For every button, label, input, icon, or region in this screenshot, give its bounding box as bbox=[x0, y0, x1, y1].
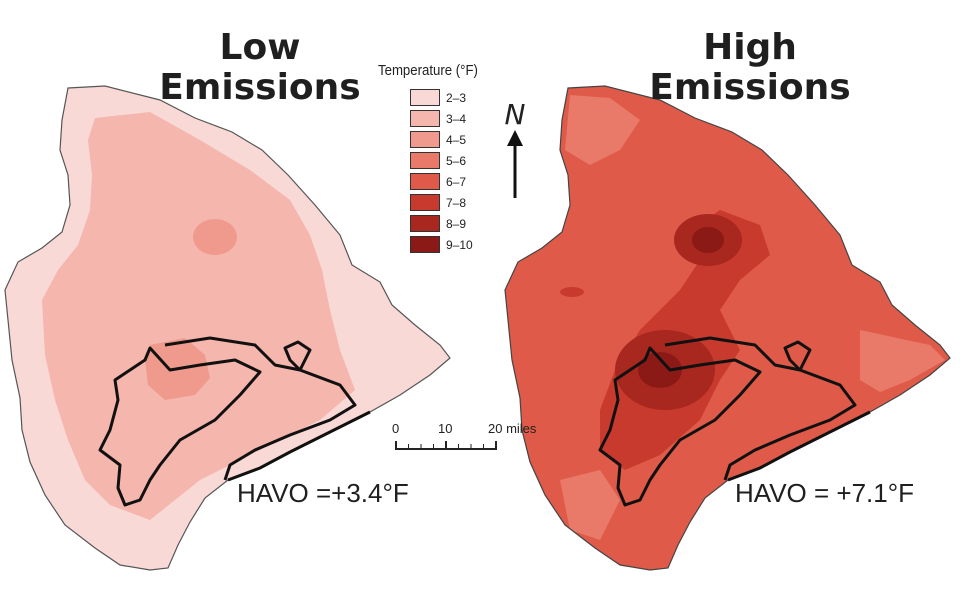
high-title-line1: High bbox=[703, 27, 797, 68]
legend-label: 3–4 bbox=[446, 111, 467, 126]
high-zone-7-8-west bbox=[560, 287, 584, 297]
legend-label: 7–8 bbox=[446, 195, 467, 210]
legend-swatch bbox=[410, 194, 440, 211]
legend-swatch bbox=[410, 110, 440, 127]
high-park-boundary bbox=[598, 336, 857, 507]
legend-item: 8–9 bbox=[410, 213, 518, 234]
high-zone-5-6-south bbox=[560, 470, 620, 540]
legend-label: 6–7 bbox=[446, 174, 467, 189]
legend-item: 4–5 bbox=[410, 129, 518, 150]
high-zone-9-10-summit bbox=[692, 227, 724, 253]
temperature-legend: Temperature (°F) 2–3 3–4 4–5 5–6 6–7 7–8… bbox=[378, 62, 518, 255]
legend-swatch bbox=[410, 89, 440, 106]
low-zone-4-5-summit bbox=[193, 219, 237, 255]
high-island-outline bbox=[504, 85, 951, 571]
legend-item: 6–7 bbox=[410, 171, 518, 192]
scale-bar-graphic: 0 10 20 miles bbox=[392, 421, 537, 450]
north-arrow-icon bbox=[507, 130, 523, 198]
high-zone-5-6-east bbox=[860, 330, 945, 392]
legend-rows: 2–3 3–4 4–5 5–6 6–7 7–8 8–9 9–10 bbox=[378, 87, 518, 255]
high-coastline-bold bbox=[727, 410, 871, 482]
scale-tick-20: 20 miles bbox=[488, 421, 537, 436]
scale-tick-0: 0 bbox=[392, 421, 399, 436]
legend-label: 5–6 bbox=[446, 153, 467, 168]
low-title-line1: Low bbox=[219, 27, 301, 68]
north-arrow: N bbox=[500, 100, 530, 205]
legend-label: 9–10 bbox=[446, 237, 473, 252]
legend-title: Temperature (°F) bbox=[378, 62, 478, 79]
low-coastline-bold bbox=[227, 410, 371, 482]
legend-label: 8–9 bbox=[446, 216, 467, 231]
legend-label: 4–5 bbox=[446, 132, 467, 147]
high-zone-9-10-south bbox=[638, 352, 682, 388]
legend-item: 9–10 bbox=[410, 234, 518, 255]
legend-swatch bbox=[410, 236, 440, 253]
low-title-line2: Emissions bbox=[159, 67, 361, 108]
legend-swatch bbox=[410, 173, 440, 190]
legend-item: 2–3 bbox=[410, 87, 518, 108]
legend-swatch bbox=[410, 131, 440, 148]
high-zone-5-6-north bbox=[565, 95, 640, 165]
low-park-boundary bbox=[98, 336, 357, 507]
havo-high-label: HAVO = +7.1°F bbox=[735, 478, 914, 508]
legend-swatch bbox=[410, 215, 440, 232]
low-zone-3-4 bbox=[42, 112, 355, 520]
havo-low-label: HAVO =+3.4°F bbox=[237, 478, 409, 508]
low-emissions-title: Low Emissions bbox=[150, 28, 370, 108]
legend-item: 7–8 bbox=[410, 192, 518, 213]
legend-label: 2–3 bbox=[446, 90, 467, 105]
high-emissions-title: High Emissions bbox=[640, 28, 860, 108]
legend-swatch bbox=[410, 152, 440, 169]
high-title-line2: Emissions bbox=[649, 67, 851, 108]
low-island-outline bbox=[4, 85, 451, 571]
north-letter: N bbox=[504, 98, 526, 131]
scale-bar: 0 10 20 miles bbox=[388, 415, 548, 460]
legend-item: 5–6 bbox=[410, 150, 518, 171]
scale-tick-10: 10 bbox=[438, 421, 452, 436]
legend-item: 3–4 bbox=[410, 108, 518, 129]
